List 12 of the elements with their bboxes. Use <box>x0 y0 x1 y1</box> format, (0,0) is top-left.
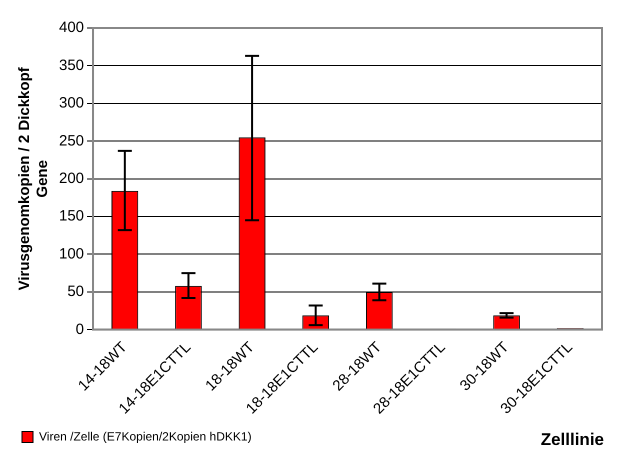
y-tick-label: 200 <box>58 170 84 187</box>
y-tick-label: 100 <box>58 245 84 262</box>
y-tick-label: 250 <box>58 132 84 150</box>
y-tick-label: 50 <box>67 283 84 300</box>
y-tick-label: 350 <box>58 56 84 74</box>
legend-label: Viren /Zelle (E7Kopien/2Kopien hDKK1) <box>39 429 252 444</box>
y-tick-label: 300 <box>58 94 84 112</box>
y-tick-label: 400 <box>58 19 84 36</box>
x-axis-title: Zelllinie <box>540 430 604 450</box>
y-tick-label: 0 <box>76 320 84 338</box>
y-axis-title: Virusgenomkopien / 2 Dickkopf Gene <box>16 66 52 290</box>
y-tick-label: 150 <box>58 208 84 225</box>
